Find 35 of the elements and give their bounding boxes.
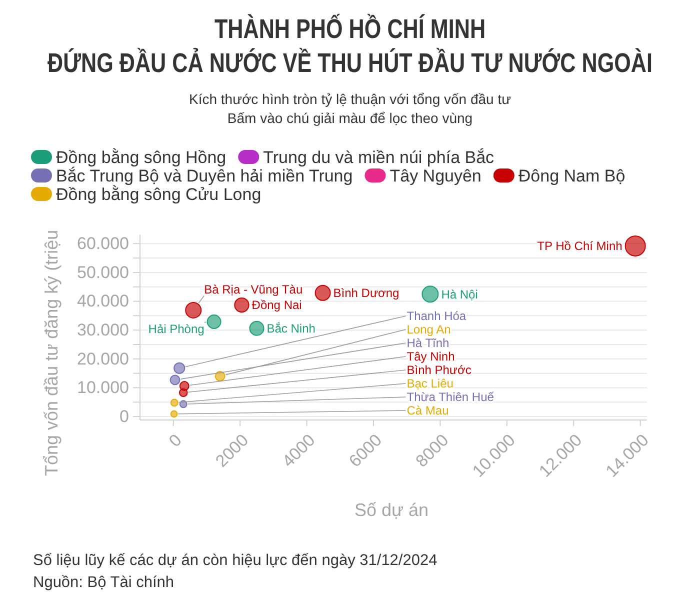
y-axis-title: Tổng vốn đầu tư đăng ký (triệu [41,230,62,476]
chart-title: THÀNH PHỐ HỒ CHÍ MINH ĐỨNG ĐẦU CẢ NƯỚC VỀ THU HÚT ĐẦU TƯ NƯỚC NGOÀI [47,14,653,79]
y-tick-label: 20.000 [77,349,129,368]
annotation: Bắc Ninh [266,322,316,336]
y-tick-label: 50.000 [77,262,129,282]
annotation: Bình Phước [406,363,472,378]
annotation: Cà Mau [406,404,449,418]
legend-label: Đồng bằng sông Cửu Long [56,184,262,204]
annotation: Thừa Thiên Huế [406,390,494,404]
y-tick-label: 60.000 [77,234,129,254]
annotation: Long An [406,322,451,337]
annotation: TP Hồ Chí Minh [537,239,622,254]
chart-subtitle: Kích thước hình tròn tỷ lệ thuận với tổng vốn đầu tư Bấm vào chú giải màu để lọc theo vùng [189,91,511,126]
text: Nguồn: Bộ Tài chính [33,574,174,591]
annotation: Đồng Nai [252,298,302,312]
annotation: Bạc Liêu [406,376,454,391]
annotation: Tây Ninh [406,350,455,364]
y-tick-label: 30.000 [77,320,129,340]
annotation: Bà Rịa - Vũng Tàu [204,282,303,296]
legend-label: Tây Nguyên [390,166,482,186]
annotation: Hải Phòng [148,322,204,336]
annotation: Bình Dương [333,286,400,300]
annotation: Hà Nội [441,287,478,302]
y-tick-label: 0 [120,406,129,426]
x-tick-label: 0 [165,430,186,451]
annotation: Hà Tĩnh [406,336,450,350]
x-axis-title: Số dự án [354,500,429,520]
y-tick-label: 40.000 [77,292,129,311]
text: Số liệu lũy kế các dự án còn hiệu lực đến ngày 31/12/2024 [33,552,438,569]
legend-label: Đông Nam Bộ [518,166,626,186]
legend-label: Trung du và miền núi phía Bắc [263,148,495,167]
annotation: Thanh Hóa [406,309,466,324]
y-tick-label: 10.000 [77,378,129,398]
legend-label: Bắc Trung Bộ và Duyên hải miền Trung [56,166,353,186]
legend-label: Đồng bằng sông Hồng [56,148,226,167]
